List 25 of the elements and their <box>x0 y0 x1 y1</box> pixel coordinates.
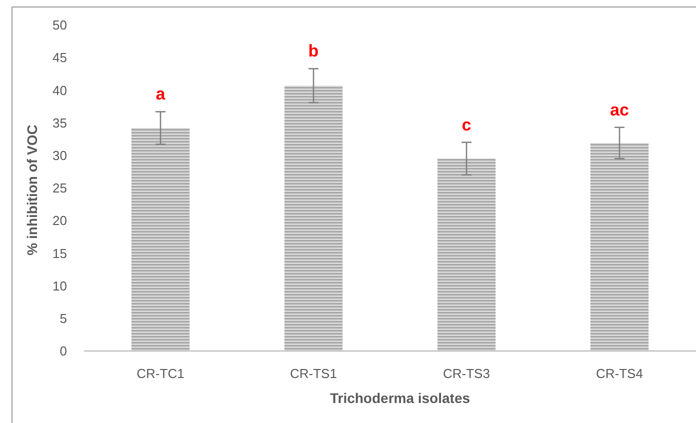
annotation: b <box>308 42 319 61</box>
annotation: a <box>156 84 166 104</box>
y-tick-label: 25 <box>52 180 67 196</box>
bar <box>131 128 190 351</box>
x-axis-title: Trichoderma isolates <box>330 390 470 406</box>
y-tick-label: 45 <box>52 50 67 66</box>
x-tick-label: CR-TC1 <box>136 366 184 381</box>
bar <box>437 158 496 351</box>
y-tick-label: 15 <box>52 246 67 261</box>
bar <box>590 143 649 351</box>
x-tick-label: CR-TS1 <box>290 366 337 381</box>
annotation: ac <box>610 100 629 120</box>
y-tick-label: 50 <box>52 18 67 33</box>
y-tick-label: 40 <box>52 82 67 98</box>
y-tick-label: 20 <box>52 213 67 228</box>
annotation: c <box>462 115 472 134</box>
y-axis-title: % inhibition of VOC <box>24 124 40 256</box>
y-tick-label: 0 <box>60 344 67 359</box>
x-tick-label: CR-TS4 <box>596 366 643 381</box>
y-tick-label: 30 <box>52 148 67 163</box>
y-tick-label: 10 <box>52 278 67 294</box>
bar <box>284 86 343 351</box>
y-tick-label: 5 <box>60 310 67 326</box>
x-tick-label: CR-TS3 <box>443 366 490 381</box>
y-tick-label: 35 <box>52 115 67 130</box>
